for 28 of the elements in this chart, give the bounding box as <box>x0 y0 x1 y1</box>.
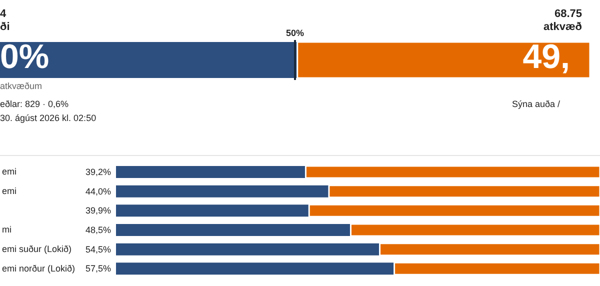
annotation: 49, <box>522 38 570 77</box>
bar <box>116 262 394 275</box>
text: atkvæð <box>543 21 582 33</box>
data-label: 48,5% <box>85 225 111 235</box>
data-label: 54,5% <box>85 244 111 254</box>
bar <box>116 166 306 178</box>
annotation: 0% <box>0 38 50 77</box>
data-label: 44,0% <box>85 186 111 196</box>
data-label: 57,5% <box>85 264 111 274</box>
y-tick-label: emi <box>2 166 17 177</box>
data-label: 39,2% <box>85 167 111 177</box>
text: 30. ágúst 2026 kl. 02:50 <box>0 113 96 123</box>
bar <box>116 204 310 217</box>
y-tick-label: emi <box>2 186 17 196</box>
bar <box>116 185 329 198</box>
bar <box>116 243 380 256</box>
y-tick-label: mi <box>2 224 12 235</box>
text: ði <box>0 21 10 33</box>
y-tick-label: emi suður (Lokið) <box>2 244 72 254</box>
data-label: 39,9% <box>85 206 111 216</box>
ref-line-label: 50% <box>286 28 304 38</box>
text: 4 <box>0 8 6 20</box>
text: 68.75 <box>554 8 582 20</box>
text: Sýna auða / <box>512 99 560 109</box>
bar <box>116 224 351 236</box>
text: atkvæðum <box>0 81 42 91</box>
text: eðlar: 829 · 0,6% <box>0 99 69 109</box>
y-tick-label: emi norður (Lokið) <box>2 263 76 274</box>
